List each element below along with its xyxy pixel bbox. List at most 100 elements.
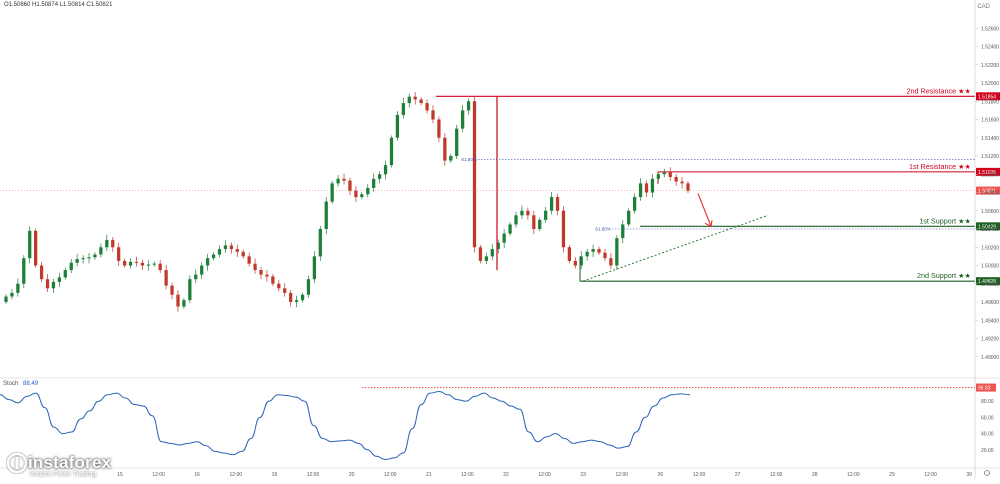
x-tick-label: 15 bbox=[117, 472, 123, 478]
candle-body bbox=[461, 110, 465, 129]
candle-body bbox=[674, 176, 678, 182]
x-tick-label: 28 bbox=[812, 472, 818, 478]
current-price-label: 1.50821 bbox=[978, 189, 996, 195]
candle-body bbox=[271, 276, 275, 284]
candle-body bbox=[609, 258, 613, 266]
candle-body bbox=[496, 242, 500, 250]
candle-body bbox=[354, 190, 358, 198]
candle-body bbox=[348, 180, 352, 191]
y-tick-label: 1.52400 bbox=[981, 45, 999, 51]
candle-body bbox=[638, 183, 643, 198]
level-badge-label: 1.51026 bbox=[978, 170, 996, 176]
settings-gear-icon bbox=[984, 470, 990, 476]
candle-body bbox=[437, 119, 441, 138]
candle-body bbox=[573, 260, 577, 266]
brand-logo: instaforex Instant Forex Trading bbox=[6, 452, 111, 478]
candle-body bbox=[134, 261, 139, 263]
level-badge bbox=[976, 222, 1000, 231]
candle-body bbox=[289, 292, 293, 302]
candle-body bbox=[650, 178, 655, 193]
candle-body bbox=[294, 300, 299, 302]
candle-body bbox=[51, 281, 56, 289]
candle-body bbox=[318, 229, 322, 257]
ohlc-readout: O1.50860 H1.50874 L1.50814 C1.50821 bbox=[4, 2, 113, 8]
candle-body bbox=[324, 201, 328, 229]
candle-body bbox=[538, 219, 542, 229]
candle-body bbox=[443, 137, 447, 161]
candle-body bbox=[419, 99, 423, 104]
level-layer: 1.50821 2nd Resistance ★★ 1.51854 1st Resis… bbox=[0, 86, 1000, 286]
candle-body bbox=[4, 296, 8, 302]
candle-body bbox=[360, 194, 364, 198]
candle-body bbox=[217, 249, 222, 255]
candle-body bbox=[39, 265, 44, 280]
x-tick-label: 12:00 bbox=[693, 472, 706, 478]
candle-body bbox=[478, 247, 483, 261]
candle-body bbox=[87, 257, 91, 259]
candle-body bbox=[16, 283, 20, 293]
y-tick-label: 1.51400 bbox=[981, 136, 999, 142]
x-tick-label: 22 bbox=[503, 472, 509, 478]
candle-body bbox=[10, 292, 14, 297]
x-tick-label: 12:00 bbox=[152, 472, 165, 478]
candle-body bbox=[312, 256, 317, 280]
candle-body bbox=[229, 245, 233, 250]
x-tick-label: 12:00 bbox=[384, 472, 397, 478]
level-label: 2nd Support ★★ bbox=[917, 271, 971, 280]
stoch-layer: 96.83 bbox=[0, 383, 996, 461]
y-tick-label: 1.52600 bbox=[981, 26, 999, 32]
x-tick-label: 12:00 bbox=[924, 472, 937, 478]
candle-body bbox=[490, 249, 494, 257]
candle-body bbox=[188, 279, 192, 301]
stoch-value: 88.49 bbox=[23, 381, 39, 387]
candle-body bbox=[395, 114, 400, 138]
candle-body bbox=[69, 262, 73, 271]
candle-body bbox=[561, 210, 566, 248]
candle-body bbox=[508, 224, 512, 234]
candle-body bbox=[194, 274, 198, 280]
x-tick-label: 12:00 bbox=[538, 472, 551, 478]
candle-body bbox=[122, 260, 127, 266]
candle-body bbox=[253, 263, 257, 271]
logo-tagline: Instant Forex Trading bbox=[30, 471, 97, 478]
y-tick-label: 1.52200 bbox=[981, 63, 999, 69]
candle-body bbox=[668, 172, 672, 177]
candle-body bbox=[223, 245, 228, 250]
y-tick-label: 1.49200 bbox=[981, 337, 999, 343]
level-label: 1st Support ★★ bbox=[919, 216, 971, 225]
candle-body bbox=[336, 178, 340, 184]
current-price-badge bbox=[976, 186, 1000, 195]
candle-body bbox=[603, 252, 607, 259]
candle-body bbox=[425, 103, 429, 111]
y-tick-label: 1.50200 bbox=[981, 245, 999, 251]
candle-layer bbox=[4, 92, 690, 312]
level-badge bbox=[976, 167, 1000, 176]
candle-body bbox=[140, 262, 145, 266]
candle-body bbox=[63, 270, 67, 278]
x-tick-label: 21 bbox=[426, 472, 432, 478]
candle-body bbox=[579, 256, 583, 266]
candle-body bbox=[627, 210, 631, 225]
x-tick-label: 20 bbox=[349, 472, 355, 478]
level-label: 2nd Resistance ★★ bbox=[907, 86, 971, 95]
x-tick-label: 26 bbox=[658, 472, 664, 478]
level-label: 1st Resistance ★★ bbox=[909, 162, 971, 171]
candle-body bbox=[549, 197, 554, 211]
candle-body bbox=[484, 256, 488, 261]
stoch-legend: Stoch 88.49 bbox=[3, 381, 38, 387]
candle-body bbox=[200, 265, 204, 275]
candle-body bbox=[300, 294, 305, 301]
y-tick-label: 1.50600 bbox=[981, 209, 999, 215]
y-tick-label: 1.50000 bbox=[981, 264, 999, 270]
candle-body bbox=[57, 277, 62, 282]
candle-body bbox=[472, 101, 477, 248]
level-badge-label: 1.51854 bbox=[978, 94, 996, 100]
stoch-ref-badge bbox=[976, 383, 996, 392]
candle-body bbox=[152, 263, 156, 265]
stoch-name: Stoch bbox=[3, 381, 19, 387]
candle-body bbox=[514, 215, 518, 225]
candle-body bbox=[555, 197, 560, 211]
candle-body bbox=[372, 178, 376, 188]
